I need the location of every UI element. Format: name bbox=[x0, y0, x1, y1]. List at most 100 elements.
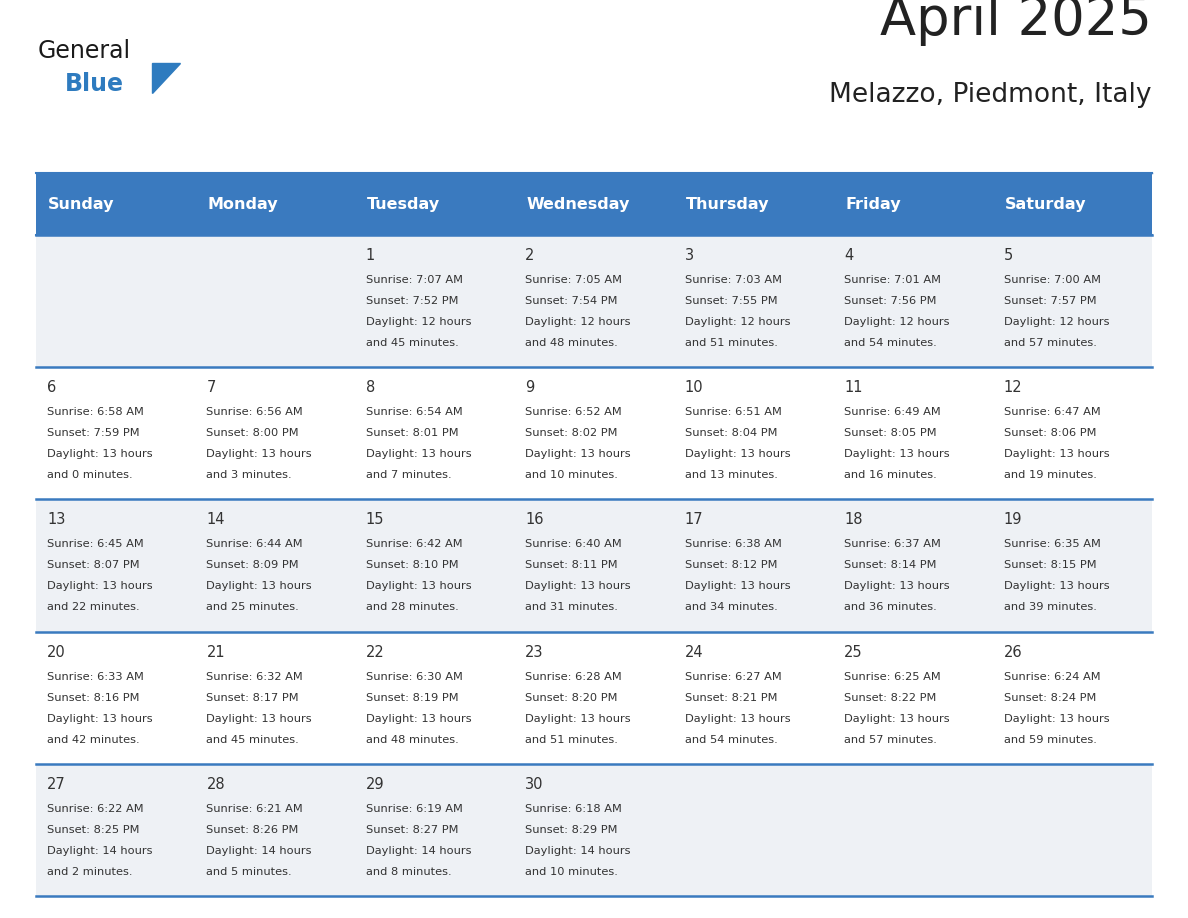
Text: 5: 5 bbox=[1004, 248, 1013, 263]
Text: Daylight: 13 hours: Daylight: 13 hours bbox=[366, 449, 472, 459]
Text: and 54 minutes.: and 54 minutes. bbox=[684, 734, 777, 744]
Text: 25: 25 bbox=[845, 644, 862, 660]
Text: Sunset: 8:01 PM: Sunset: 8:01 PM bbox=[366, 428, 459, 438]
Bar bbox=[36, 632, 1152, 764]
Text: Sunset: 8:06 PM: Sunset: 8:06 PM bbox=[1004, 428, 1097, 438]
Text: Sunset: 7:56 PM: Sunset: 7:56 PM bbox=[845, 296, 936, 306]
Text: and 57 minutes.: and 57 minutes. bbox=[845, 734, 937, 744]
Text: Daylight: 13 hours: Daylight: 13 hours bbox=[525, 449, 631, 459]
Text: and 25 minutes.: and 25 minutes. bbox=[207, 602, 299, 612]
Text: Sunset: 8:11 PM: Sunset: 8:11 PM bbox=[525, 560, 618, 570]
Text: Sunset: 8:21 PM: Sunset: 8:21 PM bbox=[684, 692, 777, 702]
Text: 15: 15 bbox=[366, 512, 385, 528]
Text: and 10 minutes.: and 10 minutes. bbox=[525, 867, 618, 877]
Text: Sunset: 8:16 PM: Sunset: 8:16 PM bbox=[48, 692, 139, 702]
Text: and 45 minutes.: and 45 minutes. bbox=[366, 338, 459, 348]
Text: Daylight: 12 hours: Daylight: 12 hours bbox=[525, 317, 631, 327]
Text: Sunrise: 6:44 AM: Sunrise: 6:44 AM bbox=[207, 540, 303, 549]
Text: Sunrise: 6:22 AM: Sunrise: 6:22 AM bbox=[48, 804, 144, 813]
Text: and 5 minutes.: and 5 minutes. bbox=[207, 867, 292, 877]
Text: Daylight: 13 hours: Daylight: 13 hours bbox=[845, 581, 949, 591]
Text: Sunrise: 6:42 AM: Sunrise: 6:42 AM bbox=[366, 540, 462, 549]
Text: General: General bbox=[38, 39, 131, 63]
Text: 21: 21 bbox=[207, 644, 225, 660]
Bar bbox=[674, 173, 833, 235]
Text: and 51 minutes.: and 51 minutes. bbox=[525, 734, 618, 744]
Text: 7: 7 bbox=[207, 380, 216, 396]
Text: Sunset: 8:07 PM: Sunset: 8:07 PM bbox=[48, 560, 140, 570]
Text: Daylight: 13 hours: Daylight: 13 hours bbox=[1004, 713, 1110, 723]
Text: Sunrise: 6:32 AM: Sunrise: 6:32 AM bbox=[207, 672, 303, 681]
Text: Sunrise: 7:01 AM: Sunrise: 7:01 AM bbox=[845, 275, 941, 285]
Text: 19: 19 bbox=[1004, 512, 1022, 528]
Text: Sunrise: 6:49 AM: Sunrise: 6:49 AM bbox=[845, 408, 941, 417]
Text: Wednesday: Wednesday bbox=[526, 196, 630, 211]
Text: Daylight: 13 hours: Daylight: 13 hours bbox=[684, 449, 790, 459]
Text: Daylight: 13 hours: Daylight: 13 hours bbox=[48, 713, 152, 723]
Text: Sunset: 7:52 PM: Sunset: 7:52 PM bbox=[366, 296, 459, 306]
Text: Sunset: 8:02 PM: Sunset: 8:02 PM bbox=[525, 428, 618, 438]
Text: 10: 10 bbox=[684, 380, 703, 396]
Text: Sunset: 8:22 PM: Sunset: 8:22 PM bbox=[845, 692, 936, 702]
Text: Sunset: 8:04 PM: Sunset: 8:04 PM bbox=[684, 428, 777, 438]
Text: Sunrise: 6:25 AM: Sunrise: 6:25 AM bbox=[845, 672, 941, 681]
Text: Daylight: 13 hours: Daylight: 13 hours bbox=[366, 713, 472, 723]
Text: Sunrise: 7:00 AM: Sunrise: 7:00 AM bbox=[1004, 275, 1100, 285]
Text: Sunrise: 6:58 AM: Sunrise: 6:58 AM bbox=[48, 408, 144, 417]
Text: Daylight: 13 hours: Daylight: 13 hours bbox=[48, 581, 152, 591]
Text: Sunset: 7:55 PM: Sunset: 7:55 PM bbox=[684, 296, 777, 306]
Text: 30: 30 bbox=[525, 777, 544, 792]
Bar bbox=[196, 173, 355, 235]
Text: Sunset: 8:20 PM: Sunset: 8:20 PM bbox=[525, 692, 618, 702]
Text: Sunset: 8:14 PM: Sunset: 8:14 PM bbox=[845, 560, 936, 570]
Text: and 28 minutes.: and 28 minutes. bbox=[366, 602, 459, 612]
Text: Saturday: Saturday bbox=[1005, 196, 1086, 211]
Text: Sunrise: 6:38 AM: Sunrise: 6:38 AM bbox=[684, 540, 782, 549]
Text: Daylight: 14 hours: Daylight: 14 hours bbox=[366, 845, 472, 856]
Text: and 19 minutes.: and 19 minutes. bbox=[1004, 470, 1097, 480]
Text: Sunrise: 6:30 AM: Sunrise: 6:30 AM bbox=[366, 672, 463, 681]
Text: and 36 minutes.: and 36 minutes. bbox=[845, 602, 937, 612]
Text: Sunset: 8:10 PM: Sunset: 8:10 PM bbox=[366, 560, 459, 570]
Text: Sunrise: 6:54 AM: Sunrise: 6:54 AM bbox=[366, 408, 462, 417]
Text: Sunrise: 7:07 AM: Sunrise: 7:07 AM bbox=[366, 275, 463, 285]
Text: Daylight: 14 hours: Daylight: 14 hours bbox=[525, 845, 631, 856]
Text: Daylight: 13 hours: Daylight: 13 hours bbox=[525, 713, 631, 723]
Text: Sunset: 8:25 PM: Sunset: 8:25 PM bbox=[48, 824, 139, 834]
Text: and 42 minutes.: and 42 minutes. bbox=[48, 734, 140, 744]
Text: Sunrise: 6:18 AM: Sunrise: 6:18 AM bbox=[525, 804, 623, 813]
Text: Daylight: 13 hours: Daylight: 13 hours bbox=[845, 449, 949, 459]
Text: Daylight: 13 hours: Daylight: 13 hours bbox=[845, 713, 949, 723]
Text: Sunrise: 7:03 AM: Sunrise: 7:03 AM bbox=[684, 275, 782, 285]
Text: and 16 minutes.: and 16 minutes. bbox=[845, 470, 937, 480]
Text: 28: 28 bbox=[207, 777, 225, 792]
Text: and 3 minutes.: and 3 minutes. bbox=[207, 470, 292, 480]
Text: Sunset: 7:57 PM: Sunset: 7:57 PM bbox=[1004, 296, 1097, 306]
Bar bbox=[36, 764, 1152, 896]
Text: and 31 minutes.: and 31 minutes. bbox=[525, 602, 618, 612]
Text: Sunrise: 6:45 AM: Sunrise: 6:45 AM bbox=[48, 540, 144, 549]
Text: 11: 11 bbox=[845, 380, 862, 396]
Text: 24: 24 bbox=[684, 644, 703, 660]
Text: Sunrise: 6:19 AM: Sunrise: 6:19 AM bbox=[366, 804, 463, 813]
Text: and 48 minutes.: and 48 minutes. bbox=[525, 338, 618, 348]
Text: Daylight: 14 hours: Daylight: 14 hours bbox=[48, 845, 152, 856]
Text: Blue: Blue bbox=[65, 72, 124, 96]
Text: and 45 minutes.: and 45 minutes. bbox=[207, 734, 299, 744]
Text: Sunrise: 6:51 AM: Sunrise: 6:51 AM bbox=[684, 408, 782, 417]
Text: Sunday: Sunday bbox=[48, 196, 114, 211]
Text: Sunset: 8:05 PM: Sunset: 8:05 PM bbox=[845, 428, 937, 438]
Text: Sunset: 8:12 PM: Sunset: 8:12 PM bbox=[684, 560, 777, 570]
Text: 12: 12 bbox=[1004, 380, 1022, 396]
Text: 23: 23 bbox=[525, 644, 544, 660]
Text: Daylight: 13 hours: Daylight: 13 hours bbox=[207, 713, 312, 723]
Text: Sunset: 8:27 PM: Sunset: 8:27 PM bbox=[366, 824, 459, 834]
Text: and 8 minutes.: and 8 minutes. bbox=[366, 867, 451, 877]
Text: Sunset: 8:29 PM: Sunset: 8:29 PM bbox=[525, 824, 618, 834]
Text: Sunset: 8:09 PM: Sunset: 8:09 PM bbox=[207, 560, 299, 570]
Text: and 10 minutes.: and 10 minutes. bbox=[525, 470, 618, 480]
Text: 22: 22 bbox=[366, 644, 385, 660]
Text: Daylight: 13 hours: Daylight: 13 hours bbox=[207, 449, 312, 459]
Text: 26: 26 bbox=[1004, 644, 1022, 660]
Text: Sunset: 8:24 PM: Sunset: 8:24 PM bbox=[1004, 692, 1097, 702]
